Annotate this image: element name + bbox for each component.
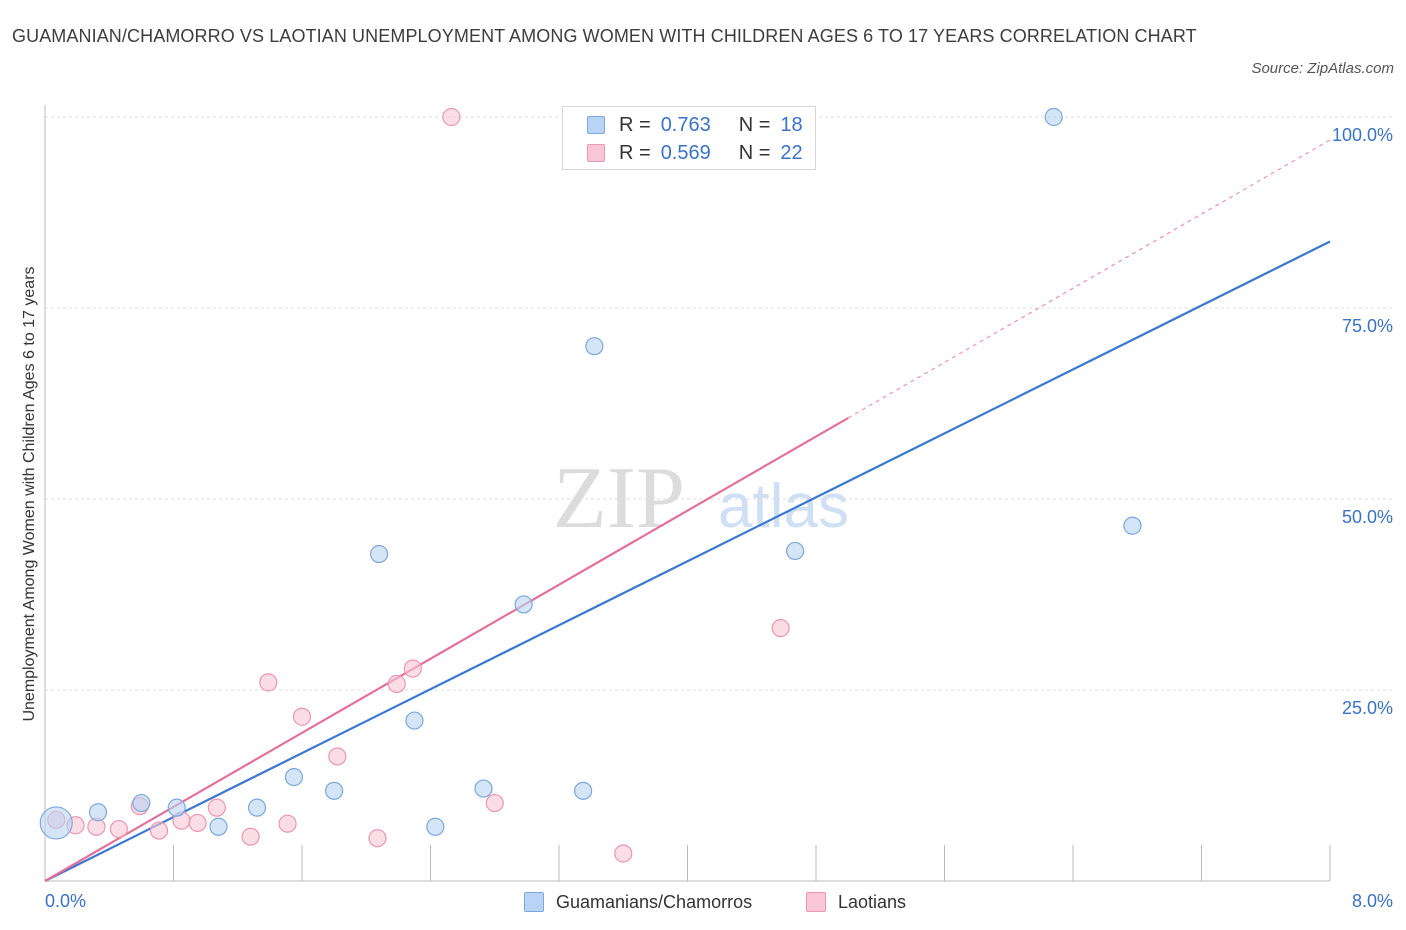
- point-guamanian: [514, 595, 533, 614]
- point-laotian: [207, 798, 226, 817]
- point-guamanian: [247, 798, 267, 817]
- point-laotian: [278, 814, 297, 833]
- point-laotian: [188, 813, 207, 833]
- legend-r-label: R =: [619, 141, 651, 164]
- legend-n-label: N =: [738, 141, 771, 164]
- legend-r-value: 0.763: [660, 113, 711, 136]
- point-guamanian: [474, 779, 493, 798]
- axes: [44, 105, 1331, 882]
- legend-swatch-pink: [587, 144, 605, 162]
- watermark-atlas: atlas: [718, 472, 849, 541]
- y-axis-label: Unemployment Among Women with Children A…: [21, 266, 38, 721]
- legend-swatch-blue: [587, 116, 605, 134]
- point-guamanian: [209, 817, 228, 836]
- point-guamanian: [573, 781, 593, 800]
- legend-item-guamanians: Guamanians/Chamorros: [524, 890, 752, 914]
- gridlines: [45, 116, 1392, 691]
- y-tick-label: 100.0%: [1332, 125, 1393, 145]
- point-guamanian: [284, 767, 304, 787]
- point-guamanian: [370, 544, 389, 564]
- trend-line-guamanians: [44, 240, 1331, 882]
- point-guamanian: [88, 803, 108, 822]
- chart-title: GUAMANIAN/CHAMORRO VS LAOTIAN UNEMPLOYME…: [12, 26, 1197, 46]
- tick-labels: 100.0% 75.0% 50.0% 25.0% 0.0% 8.0%: [45, 125, 1393, 911]
- legend-row-guamanian: R = 0.763 N = 18: [587, 113, 803, 137]
- point-laotian: [387, 674, 406, 693]
- point-laotian: [485, 793, 504, 813]
- point-guamanian: [1123, 516, 1142, 535]
- point-laotian: [109, 819, 128, 839]
- source-label: Source: ZipAtlas.com: [1251, 60, 1394, 77]
- point-guamanian: [325, 781, 344, 800]
- point-laotian: [241, 827, 260, 846]
- correlation-legend: R = 0.763 N = 18 R = 0.569 N = 22: [562, 106, 816, 170]
- point-laotian: [292, 707, 312, 726]
- point-laotian: [771, 619, 790, 638]
- legend-label-guamanians: Guamanians/Chamorros: [556, 891, 753, 912]
- point-laotian: [368, 829, 387, 848]
- point-guamanian: [132, 793, 151, 813]
- point-laotian: [328, 747, 347, 766]
- y-tick-label: 50.0%: [1342, 507, 1393, 527]
- legend-swatch-pink: [806, 892, 826, 912]
- point-laotian: [403, 659, 422, 678]
- point-guamanian: [786, 541, 805, 561]
- point-guamanian: [39, 806, 73, 840]
- point-guamanian: [167, 798, 186, 817]
- point-guamanian: [405, 711, 424, 730]
- x-tick-label: 0.0%: [45, 891, 86, 911]
- legend-n-label: N =: [738, 113, 771, 136]
- legend-row-laotian: R = 0.569 N = 22: [587, 141, 803, 165]
- point-laotian: [614, 844, 633, 863]
- legend-r-label: R =: [619, 113, 651, 136]
- point-guamanian: [585, 337, 604, 356]
- legend-r-value: 0.569: [660, 141, 711, 164]
- point-laotian: [442, 107, 461, 127]
- trend-lines: [44, 139, 1331, 882]
- trend-extension-laotians: [847, 139, 1331, 419]
- legend-n-value: 22: [780, 141, 803, 164]
- x-tick-label: 8.0%: [1352, 891, 1393, 911]
- point-guamanian: [426, 817, 445, 836]
- trend-line-laotians: [44, 417, 849, 882]
- legend-item-laotians: Laotians: [806, 890, 906, 914]
- point-laotian: [259, 673, 278, 692]
- legend-swatch-blue: [524, 892, 544, 912]
- point-guamanian: [1044, 107, 1063, 127]
- legend-label-laotians: Laotians: [838, 891, 907, 912]
- y-tick-label: 75.0%: [1342, 316, 1393, 336]
- legend-n-value: 18: [780, 113, 803, 136]
- point-laotian: [149, 821, 169, 840]
- data-points: [39, 107, 1142, 863]
- y-tick-label: 25.0%: [1342, 698, 1393, 718]
